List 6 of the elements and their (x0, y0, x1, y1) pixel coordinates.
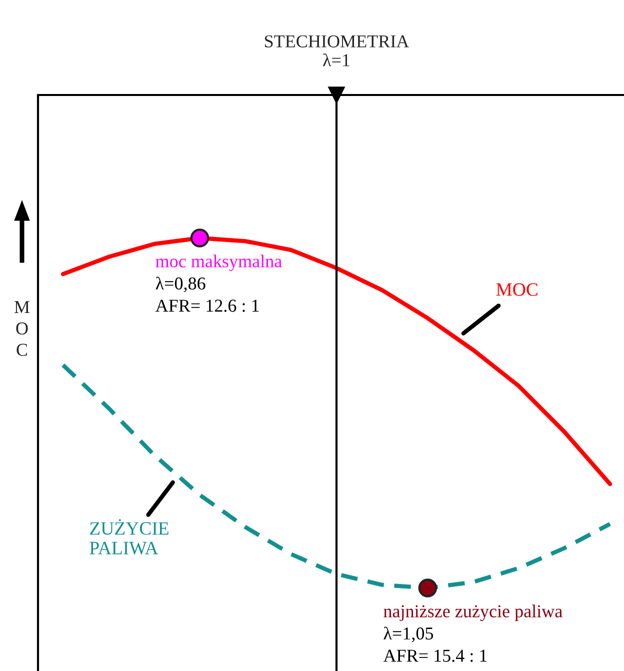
annotation: moc maksymalna λ=0,86 AFR= 12.6 : 1 (155, 254, 282, 312)
text: MOC (496, 283, 538, 296)
y-axis-title: MOC (14, 301, 30, 356)
text: STECHIOMETRIA λ=1 (264, 35, 410, 66)
text: najniższe zużycie paliwa λ=1,05 AFR= 15.4 : 1 (383, 604, 562, 662)
text: ZUŻYCIE PALIWA (90, 519, 168, 554)
